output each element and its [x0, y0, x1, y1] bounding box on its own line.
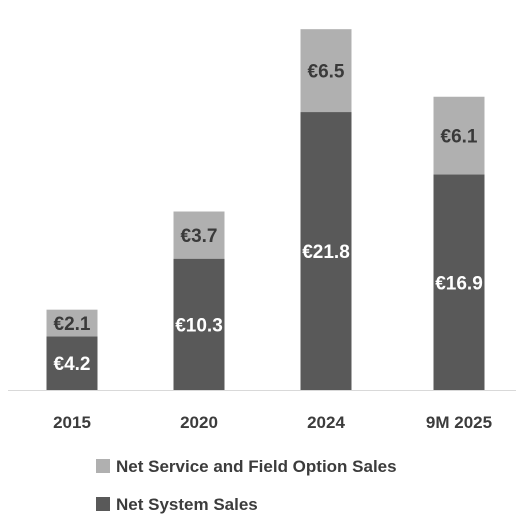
- data-label-net-system-sales-2015: €4.2: [54, 354, 91, 375]
- data-label-net-service-and-field-option-sales-2024: €6.5: [308, 62, 345, 83]
- bar-net-system-sales-2020: [173, 258, 225, 390]
- legend-swatch-net-system-sales: [96, 497, 110, 511]
- x-tick-label-2015: 2015: [53, 413, 91, 432]
- bar-net-system-sales-2015: [46, 336, 98, 390]
- bar-net-service-and-field-option-sales-9m-2025: [433, 96, 485, 175]
- x-tick-labels: 2015 2020 2024 9M 2025: [53, 413, 492, 432]
- bar-net-service-and-field-option-sales-2015: [46, 309, 98, 337]
- x-tick-label-2024: 2024: [307, 413, 345, 432]
- bar-net-system-sales-9m-2025: [433, 174, 485, 390]
- data-label-net-service-and-field-option-sales-2020: €3.7: [181, 226, 218, 247]
- bar-net-system-sales-2024: [300, 112, 352, 391]
- x-tick-label-2020: 2020: [180, 413, 218, 432]
- data-label-net-service-and-field-option-sales-2015: €2.1: [54, 314, 91, 335]
- legend: Net Service and Field Option Sales Net Sy…: [96, 457, 397, 514]
- x-tick-label-9m-2025: 9M 2025: [426, 413, 492, 432]
- data-label-net-service-and-field-option-sales-9m-2025: €6.1: [441, 127, 478, 148]
- data-label-net-system-sales-2024: €21.8: [302, 242, 350, 263]
- legend-label-net-system-sales: Net System Sales: [116, 495, 258, 514]
- legend-swatch-net-service-and-field-option-sales: [96, 459, 110, 473]
- bar-net-service-and-field-option-sales-2020: [173, 211, 225, 259]
- data-label-net-system-sales-9m-2025: €16.9: [435, 273, 483, 294]
- data-label-net-system-sales-2020: €10.3: [175, 315, 223, 336]
- bar-net-service-and-field-option-sales-2024: [300, 29, 352, 113]
- bars-layer: €4.2 €2.1 €10.3 €3.7 €21.8 €6.5 €16.9 €6.1: [46, 29, 485, 391]
- legend-label-net-service-and-field-option-sales: Net Service and Field Option Sales: [116, 457, 397, 476]
